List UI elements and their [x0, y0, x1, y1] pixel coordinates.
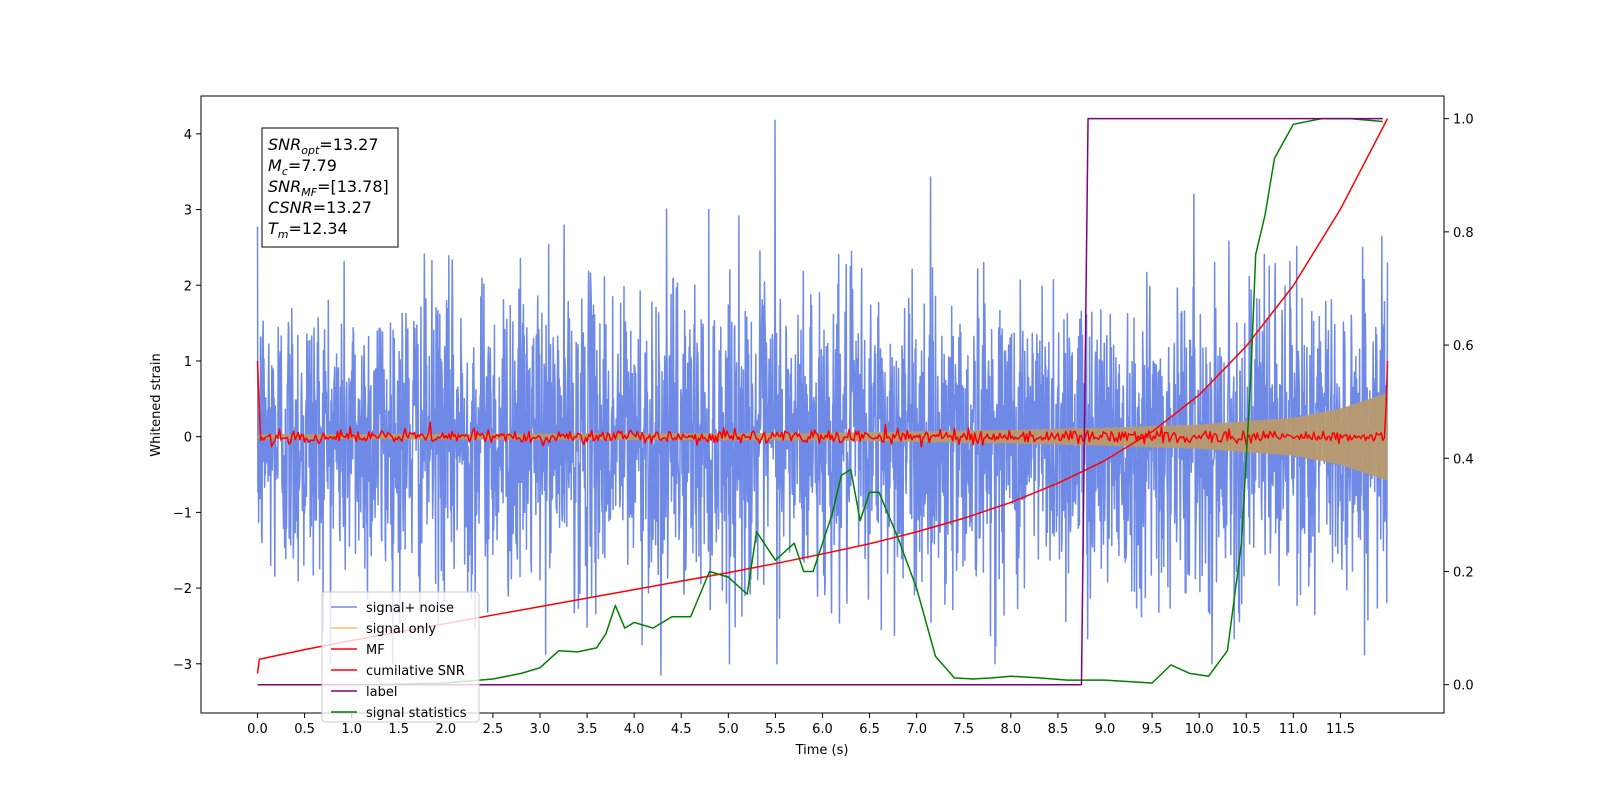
legend-entry: cumilative SNR: [366, 664, 465, 679]
legend-entry: signal+ noise: [366, 601, 454, 616]
y2-tick-label: 0.4: [1453, 452, 1474, 467]
x-tick-label: 8.5: [1048, 722, 1069, 737]
x-tick-label: 7.5: [953, 722, 974, 737]
y-tick-label: 3: [184, 204, 192, 219]
x-tick-label: 10.5: [1232, 722, 1261, 737]
x-axis-label: Time (s): [795, 743, 849, 758]
y2-tick-label: 0.2: [1453, 565, 1474, 580]
y2-tick-label: 0.0: [1453, 679, 1474, 694]
series-signal-statistics: [257, 117, 1383, 686]
stats-box-frame: [261, 127, 399, 248]
y-axis-left: −3 −2 −1 0 1 2 3 4: [173, 128, 201, 673]
x-tick-label: 8.0: [1000, 722, 1021, 737]
y-tick-label: −2: [173, 582, 192, 597]
y-axis-label: Whitened strain: [149, 353, 164, 456]
x-tick-label: 9.0: [1095, 722, 1116, 737]
x-tick-label: 3.5: [577, 722, 598, 737]
stats-line: Tm=12.34: [268, 219, 348, 241]
series-label: [257, 117, 1383, 686]
x-tick-label: 4.0: [624, 722, 645, 737]
x-tick-label: 3.0: [530, 722, 551, 737]
x-tick-label: 6.5: [859, 722, 880, 737]
legend-frame: [321, 591, 480, 723]
x-tick-label: 4.5: [671, 722, 692, 737]
y-tick-label: 2: [184, 279, 192, 294]
y2-tick-label: 1.0: [1453, 113, 1474, 128]
legend-entry: label: [366, 685, 397, 700]
x-tick-label: 0.0: [247, 722, 268, 737]
y-tick-label: 1: [184, 355, 192, 370]
legend: signal+ noise signal only MF cumilative SNR…: [321, 591, 480, 723]
series-signal-noise: [256, 119, 1389, 676]
y-axis-right: 0.0 0.2 0.4 0.6 0.8 1.0: [1444, 113, 1474, 694]
stats-line: SNRMF=[13.78]: [268, 177, 389, 199]
x-tick-label: 10.0: [1185, 722, 1214, 737]
series-mf: [256, 360, 1389, 448]
y-tick-label: −3: [173, 658, 192, 673]
y-tick-label: 4: [184, 128, 192, 143]
x-axis: 0.0 0.5 1.0 1.5 2.0 2.5 3.0 3.5 4.0 4.5 5.0 5.5 6.0 6…: [247, 713, 1355, 737]
y-tick-label: 0: [184, 431, 192, 446]
x-tick-label: 0.5: [294, 722, 315, 737]
y2-tick-label: 0.6: [1453, 339, 1474, 354]
x-tick-label: 9.5: [1142, 722, 1163, 737]
x-tick-label: 6.0: [812, 722, 833, 737]
x-tick-label: 11.5: [1326, 722, 1355, 737]
x-tick-label: 2.0: [435, 722, 456, 737]
stats-line: CSNR=13.27: [268, 198, 372, 217]
x-tick-label: 5.5: [765, 722, 786, 737]
y-tick-label: −1: [173, 506, 192, 521]
x-tick-label: 1.0: [341, 722, 362, 737]
x-tick-label: 1.5: [388, 722, 409, 737]
x-tick-label: 11.0: [1279, 722, 1308, 737]
stats-line: SNRopt=13.27: [268, 135, 379, 157]
stats-line: Mc=7.79: [268, 156, 337, 178]
x-tick-label: 5.0: [718, 722, 739, 737]
legend-entry: MF: [366, 643, 385, 658]
legend-entry: signal statistics: [366, 706, 467, 721]
x-tick-label: 2.5: [483, 722, 504, 737]
legend-entry: signal only: [366, 622, 436, 637]
stats-box: SNRopt=13.27Mc=7.79SNRMF=[13.78]CSNR=13.…: [261, 127, 399, 248]
y2-tick-label: 0.8: [1453, 226, 1474, 241]
x-tick-label: 7.0: [906, 722, 927, 737]
